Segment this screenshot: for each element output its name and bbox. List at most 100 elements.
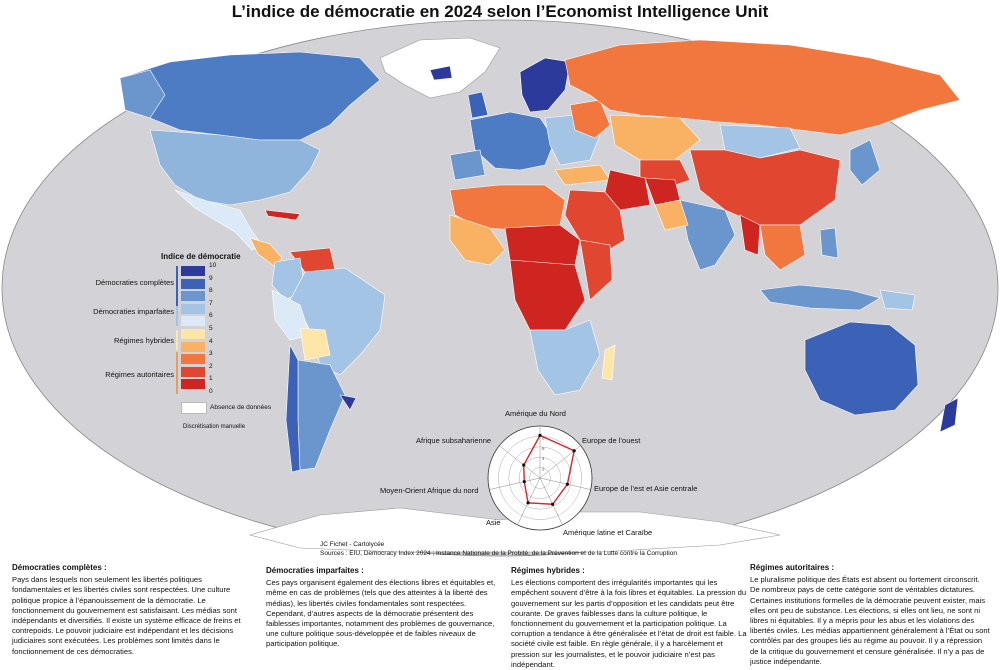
iceland — [429, 65, 453, 81]
arabia — [564, 189, 626, 256]
legend-swatch — [181, 366, 205, 377]
text-body: Le pluralisme politique des États est ab… — [750, 575, 990, 666]
radar-point — [538, 433, 542, 437]
legend-tick: 9 — [209, 274, 213, 282]
legend-category-full: Démocraties complètes — [95, 278, 174, 287]
southeast-asia — [759, 224, 806, 271]
radar-axis — [489, 477, 541, 490]
bracket-hybrid — [176, 330, 178, 350]
radar-point — [551, 502, 555, 506]
legend-tick: 5 — [209, 325, 213, 332]
legend-tick: 6 — [209, 312, 213, 320]
radar-point — [522, 479, 526, 484]
korea-japan — [849, 139, 881, 186]
legend-tick: 0 — [209, 388, 213, 395]
radar-point — [526, 501, 530, 505]
legend-tick: 10 — [209, 262, 217, 269]
text-hybrid-regimes: Régimes hybrides : Les élections comport… — [511, 566, 751, 670]
papua — [879, 289, 916, 311]
radar-label-mena: Moyen-Orient Afrique du nord — [380, 486, 479, 495]
page-title: L’indice de démocratie en 2024 selon l’E… — [231, 2, 769, 21]
bracket-full — [176, 266, 178, 306]
credit: JC Fichet - Cartolycée Sources : EIU, De… — [320, 540, 677, 558]
text-heading: Démocraties imparfaites : — [266, 566, 364, 575]
legend-swatch — [181, 354, 205, 365]
west-africa — [449, 214, 506, 266]
radar-scale-label: 6 — [542, 446, 545, 451]
radar-label-western-europe: Europe de l’ouest — [582, 436, 641, 445]
text-flawed-democracies: Démocraties imparfaites : Ces pays organ… — [266, 566, 506, 650]
legend-tick: 4 — [209, 337, 213, 345]
bracket-authoritarian — [176, 352, 178, 394]
legend-tick: 2 — [209, 362, 213, 370]
canada — [119, 51, 381, 141]
radar-label-latin-america: Amérique latine et Caraïbe — [563, 528, 653, 537]
radar-chart: 2 4 6 8 — [487, 425, 593, 531]
australia — [804, 321, 919, 416]
philippines — [819, 227, 839, 259]
radar-point — [572, 449, 576, 453]
iran — [604, 169, 651, 211]
radar-scale-label: 8 — [542, 435, 545, 440]
cuba — [264, 209, 301, 221]
chile — [285, 343, 301, 473]
bolivia — [299, 327, 331, 361]
radar-scale-label: 4 — [542, 456, 545, 461]
usa — [149, 129, 321, 206]
legend-no-data-swatch — [181, 402, 207, 414]
radar-label-subsaharan: Afrique subsaharienne — [416, 436, 492, 445]
legend-swatch — [181, 379, 205, 390]
text-body: Pays dans lesquels non seulement les lib… — [12, 575, 241, 656]
radar-axis — [539, 477, 591, 490]
southern-africa — [529, 319, 601, 396]
alaska — [119, 69, 166, 119]
iberia — [449, 149, 486, 181]
legend-swatch — [181, 291, 205, 302]
text-heading: Régimes hybrides : — [511, 566, 585, 575]
russia — [564, 39, 961, 136]
text-body: Ces pays organisent également des électi… — [266, 578, 496, 649]
madagascar — [601, 344, 616, 381]
india — [679, 199, 736, 271]
text-heading: Régimes autoritaires : — [750, 563, 835, 572]
radar-label-eastern-europe: Europe de l’est et Asie centrale — [594, 484, 698, 493]
legend-swatch — [181, 341, 205, 352]
scandinavia — [519, 57, 571, 113]
pakistan — [654, 199, 689, 231]
legend-category-authoritarian: Régimes autoritaires — [105, 370, 174, 379]
china — [689, 149, 841, 226]
credit-sources: Sources : EIU, Democracy Index 2024 ; In… — [320, 550, 677, 557]
radar-label-asia: Asie — [486, 518, 501, 527]
antarctica — [248, 507, 781, 553]
text-authoritarian-regimes: Régimes autoritaires : Le pluralisme pol… — [750, 563, 990, 667]
radar-point — [565, 482, 569, 486]
legend-tick: 8 — [209, 287, 213, 295]
legend-swatch — [181, 316, 205, 327]
radar-point — [522, 463, 526, 467]
legend-swatch — [181, 303, 205, 314]
text-full-democracies: Démocraties complètes : Pays dans lesque… — [12, 563, 252, 657]
peru — [271, 289, 311, 341]
legend-tick: 7 — [209, 299, 213, 307]
radar-label-north-america: Amérique du Nord — [505, 409, 566, 418]
indonesia — [759, 284, 881, 311]
legend-category-hybrid: Régimes hybrides — [113, 336, 174, 345]
radar-axis — [539, 477, 563, 525]
legend-tick: 1 — [209, 375, 213, 383]
text-heading: Démocraties complètes : — [12, 563, 107, 572]
legend-swatch — [181, 266, 205, 276]
bracket-flawed — [176, 306, 178, 326]
belarus-ukraine — [569, 99, 611, 139]
east-africa — [579, 239, 613, 301]
legend-category-flawed: Démocraties imparfaites — [93, 307, 174, 316]
myanmar — [739, 214, 761, 256]
uruguay — [339, 394, 357, 411]
legend-tick: 3 — [209, 350, 213, 358]
uk — [467, 91, 489, 119]
legend-no-data-label: Absence de données — [210, 404, 272, 411]
western-europe — [469, 111, 556, 171]
radar-scale-label: 2 — [542, 467, 545, 472]
radar-series-line — [523, 434, 575, 505]
legend-method: Discrétisation manuelle — [183, 424, 246, 430]
text-body: Les élections comportent des irrégularit… — [511, 578, 747, 669]
